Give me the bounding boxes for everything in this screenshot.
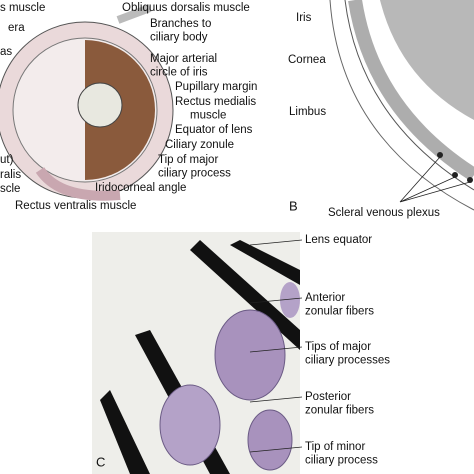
label: Limbus: [289, 106, 326, 118]
label: Equator of lens: [175, 124, 253, 136]
label: Tip of major: [158, 154, 218, 166]
label: ut): [0, 154, 14, 166]
label: Iridocorneal angle: [95, 182, 186, 194]
leader-line: [249, 239, 303, 246]
leader-line: [249, 346, 303, 353]
label: ciliary body: [150, 32, 208, 44]
label: Tip of minor: [305, 441, 365, 453]
label: scle: [0, 183, 20, 195]
label: zonular fibers: [305, 306, 374, 318]
label: ralis: [0, 169, 21, 181]
label: Iris: [296, 12, 312, 24]
label: Posterior: [305, 391, 351, 403]
label: as: [0, 46, 12, 58]
label: Rectus ventralis muscle: [15, 200, 136, 212]
label: era: [8, 22, 25, 34]
leader-line: [249, 446, 303, 453]
label: ciliary process: [305, 455, 378, 467]
label: Obliquus dorsalis muscle: [122, 2, 250, 14]
limbus-illustration: [329, 0, 474, 211]
label: circle of iris: [150, 67, 208, 79]
label: ciliary process: [158, 168, 231, 180]
label: Major arterial: [150, 53, 217, 65]
label: Anterior: [305, 292, 345, 304]
eye-illustration: [0, 4, 174, 201]
zonule-illustration: [92, 232, 300, 474]
label: muscle: [190, 110, 226, 122]
label: Rectus medialis: [175, 96, 256, 108]
label: Pupillary margin: [175, 81, 257, 93]
label: ciliary processes: [305, 355, 390, 367]
label: s muscle: [0, 2, 45, 14]
label: zonular fibers: [305, 405, 374, 417]
label: Lens equator: [305, 234, 372, 246]
label: Branches to: [150, 18, 211, 30]
label: Ciliary zonule: [165, 139, 234, 151]
leader-line: [249, 396, 303, 403]
label: Cornea: [288, 54, 326, 66]
leader-line: [249, 297, 303, 304]
panel-letter: C: [96, 454, 105, 469]
label: Scleral venous plexus: [328, 207, 440, 219]
label: Tips of major: [305, 341, 371, 353]
panel-letter: B: [289, 198, 298, 213]
